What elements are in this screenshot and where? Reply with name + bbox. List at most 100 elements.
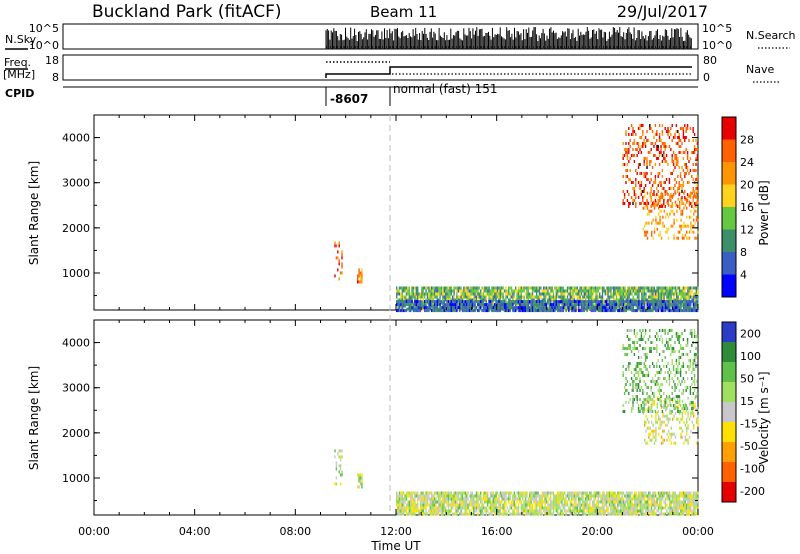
data-cell: [485, 295, 487, 299]
data-cell: [405, 503, 408, 507]
data-cell: [484, 500, 486, 504]
nsky-tick-bottom: 10^0: [29, 39, 59, 52]
data-cell: [400, 309, 402, 313]
data-cell: [569, 494, 571, 498]
data-cell: [645, 500, 647, 504]
data-cell: [617, 286, 619, 290]
data-cell: [530, 306, 532, 310]
data-cell: [552, 303, 555, 307]
data-cell: [460, 306, 462, 310]
data-cell: [489, 512, 492, 516]
data-cell: [400, 491, 402, 495]
data-cell: [575, 292, 577, 296]
data-cell: [411, 286, 413, 290]
data-cell: [494, 295, 496, 299]
data-cell: [661, 124, 664, 127]
data-cell: [526, 300, 528, 304]
data-cell: [537, 286, 539, 290]
data-cell: [397, 509, 399, 513]
data-cell: [522, 300, 524, 304]
data-cell: [674, 512, 676, 516]
data-cell: [681, 494, 683, 498]
data-cell: [586, 300, 588, 304]
data-cell: [481, 295, 483, 299]
data-cell: [498, 509, 500, 513]
data-cell: [461, 295, 464, 299]
data-cell: [603, 494, 605, 498]
data-cell: [523, 306, 525, 310]
data-cell: [659, 420, 661, 424]
data-cell: [666, 300, 668, 304]
data-cell: [513, 497, 515, 501]
data-cell: [613, 509, 615, 513]
data-cell: [662, 298, 664, 302]
data-cell: [659, 417, 661, 421]
data-cell: [543, 494, 545, 498]
data-cell: [638, 289, 640, 293]
data-cell: [655, 298, 657, 302]
data-cell: [503, 309, 506, 313]
data-cell: [681, 292, 683, 296]
data-cell: [695, 307, 697, 311]
data-cell: [641, 298, 643, 302]
data-cell: [655, 503, 657, 507]
data-cell: [654, 124, 657, 127]
data-cell: [685, 163, 687, 166]
data-cell: [436, 512, 438, 516]
data-cell: [658, 199, 661, 202]
data-cell: [672, 187, 675, 190]
data-cell: [468, 303, 471, 307]
data-cell: [620, 309, 622, 313]
data-cell: [559, 289, 562, 293]
data-cell: [590, 286, 592, 290]
data-cell: [656, 503, 658, 507]
data-cell: [695, 205, 697, 208]
data-cell: [495, 494, 497, 498]
data-cell: [558, 506, 560, 510]
data-cell: [580, 309, 583, 313]
data-cell: [693, 169, 696, 172]
data-cell: [498, 303, 500, 307]
data-cell: [629, 500, 632, 504]
data-cell: [646, 426, 649, 430]
data-cell: [440, 506, 443, 510]
data-cell: [633, 193, 636, 196]
data-cell: [557, 500, 559, 504]
nave-label: Nave: [746, 63, 774, 76]
data-cell: [615, 289, 618, 293]
data-cell: [646, 166, 648, 169]
data-cell: [628, 306, 630, 310]
data-cell: [558, 300, 560, 304]
data-cell: [414, 298, 416, 302]
data-cell: [600, 497, 602, 501]
data-cell: [523, 503, 525, 507]
data-cell: [624, 295, 626, 299]
data-cell: [625, 151, 627, 154]
data-cell: [501, 289, 503, 293]
data-cell: [607, 309, 609, 313]
data-cell: [621, 292, 623, 296]
data-cell: [517, 497, 520, 501]
data-cell: [659, 230, 661, 234]
data-cell: [358, 274, 360, 278]
data-cell: [622, 347, 624, 350]
colorbar-tick-label: 16: [740, 201, 754, 214]
data-cell: [512, 500, 514, 504]
data-cell: [456, 512, 458, 516]
data-cell: [667, 300, 669, 304]
data-cell: [688, 172, 690, 175]
data-cell: [673, 233, 675, 237]
data-cell: [583, 503, 585, 507]
data-cell: [484, 491, 486, 495]
data-cell: [659, 218, 661, 222]
data-cell: [681, 414, 684, 418]
data-cell: [633, 160, 636, 163]
data-cell: [684, 306, 686, 310]
data-cell: [660, 181, 662, 184]
data-cell: [620, 289, 622, 293]
data-cell: [689, 202, 692, 205]
data-cell: [692, 163, 694, 166]
data-cell: [617, 304, 619, 308]
data-cell: [545, 497, 548, 501]
data-cell: [585, 500, 587, 504]
